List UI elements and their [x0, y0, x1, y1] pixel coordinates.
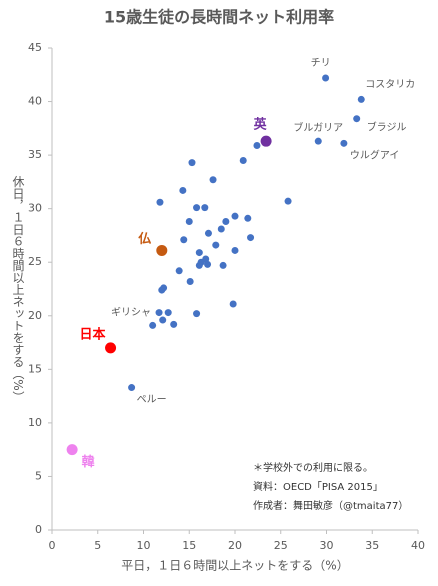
- x-tick-label: 15: [182, 539, 196, 552]
- point: [340, 139, 348, 147]
- point-label: ギリシャ: [111, 307, 151, 319]
- highlight-label: 韓: [82, 454, 95, 470]
- point: [247, 234, 255, 242]
- point: [149, 321, 157, 329]
- point: [314, 137, 322, 145]
- y-axis-label: 休日，１日６時間以上ネットをする（%）: [11, 175, 25, 403]
- point-label: ブラジル: [367, 121, 407, 134]
- point: [222, 218, 230, 226]
- point: [219, 261, 227, 269]
- y-tick-label: 5: [35, 469, 42, 482]
- point: [193, 204, 201, 212]
- highlight-point: [105, 342, 117, 354]
- point: [209, 176, 217, 184]
- point: [353, 115, 361, 123]
- point: [159, 316, 167, 324]
- highlight-label: 仏: [138, 232, 151, 247]
- y-tick-label: 25: [28, 255, 42, 268]
- point: [204, 260, 212, 268]
- point: [175, 267, 183, 275]
- x-tick-label: 30: [320, 539, 334, 552]
- y-tick-label: 45: [28, 41, 42, 54]
- point: [179, 186, 187, 194]
- y-tick-label: 40: [28, 95, 42, 108]
- x-tick-label: 0: [49, 539, 56, 552]
- y-tick-label: 15: [28, 362, 42, 375]
- note: 資料：OECD「PISA 2015」: [253, 480, 383, 493]
- point: [201, 204, 209, 212]
- highlight-point: [66, 444, 78, 456]
- point: [188, 159, 196, 167]
- point: [239, 156, 247, 164]
- point-label: コスタリカ: [365, 78, 415, 90]
- x-tick-label: 25: [274, 539, 288, 552]
- point-label: ウルグアイ: [350, 148, 400, 161]
- point: [186, 278, 194, 286]
- point: [204, 229, 212, 237]
- highlight-point: [156, 244, 168, 256]
- x-axis-label: 平日，１日６時間以上ネットをする（%）: [121, 559, 348, 573]
- x-tick-label: 35: [365, 539, 379, 552]
- y-tick-label: 35: [28, 148, 42, 161]
- highlight-label: 日本: [80, 326, 106, 342]
- point: [253, 141, 261, 149]
- point: [195, 249, 203, 257]
- point: [212, 241, 220, 249]
- x-tick-label: 40: [411, 539, 425, 552]
- note: ＊学校外での利用に限る。: [253, 461, 373, 474]
- point: [284, 197, 292, 205]
- point: [128, 384, 136, 392]
- highlight-label: 英: [253, 117, 268, 133]
- chart-title: 15歳生徒の長時間ネット利用率: [104, 8, 334, 27]
- highlight-point: [260, 135, 272, 147]
- note: 作成者：舞田敏彦（@tmaita77）: [253, 499, 408, 512]
- y-tick-label: 10: [28, 416, 42, 429]
- point: [217, 225, 225, 233]
- point: [170, 320, 178, 328]
- point: [229, 300, 237, 308]
- point: [231, 212, 239, 220]
- point: [357, 95, 365, 103]
- y-tick-label: 20: [28, 309, 42, 322]
- point-label: ペルー: [137, 395, 167, 406]
- y-tick-label: 30: [28, 202, 42, 215]
- point: [195, 261, 203, 269]
- x-tick-label: 10: [137, 539, 151, 552]
- point: [164, 309, 172, 317]
- point: [158, 286, 166, 294]
- point: [244, 214, 252, 222]
- point: [193, 310, 201, 318]
- point: [156, 198, 164, 206]
- point-label: チリ: [311, 57, 331, 69]
- point: [322, 74, 330, 82]
- y-tick-label: 0: [35, 523, 42, 536]
- x-tick-label: 5: [94, 539, 101, 552]
- point: [155, 309, 163, 317]
- point-label: ブルガリア: [293, 121, 343, 134]
- point: [180, 236, 188, 244]
- x-tick-label: 20: [228, 539, 242, 552]
- point: [185, 218, 193, 226]
- point: [231, 246, 239, 254]
